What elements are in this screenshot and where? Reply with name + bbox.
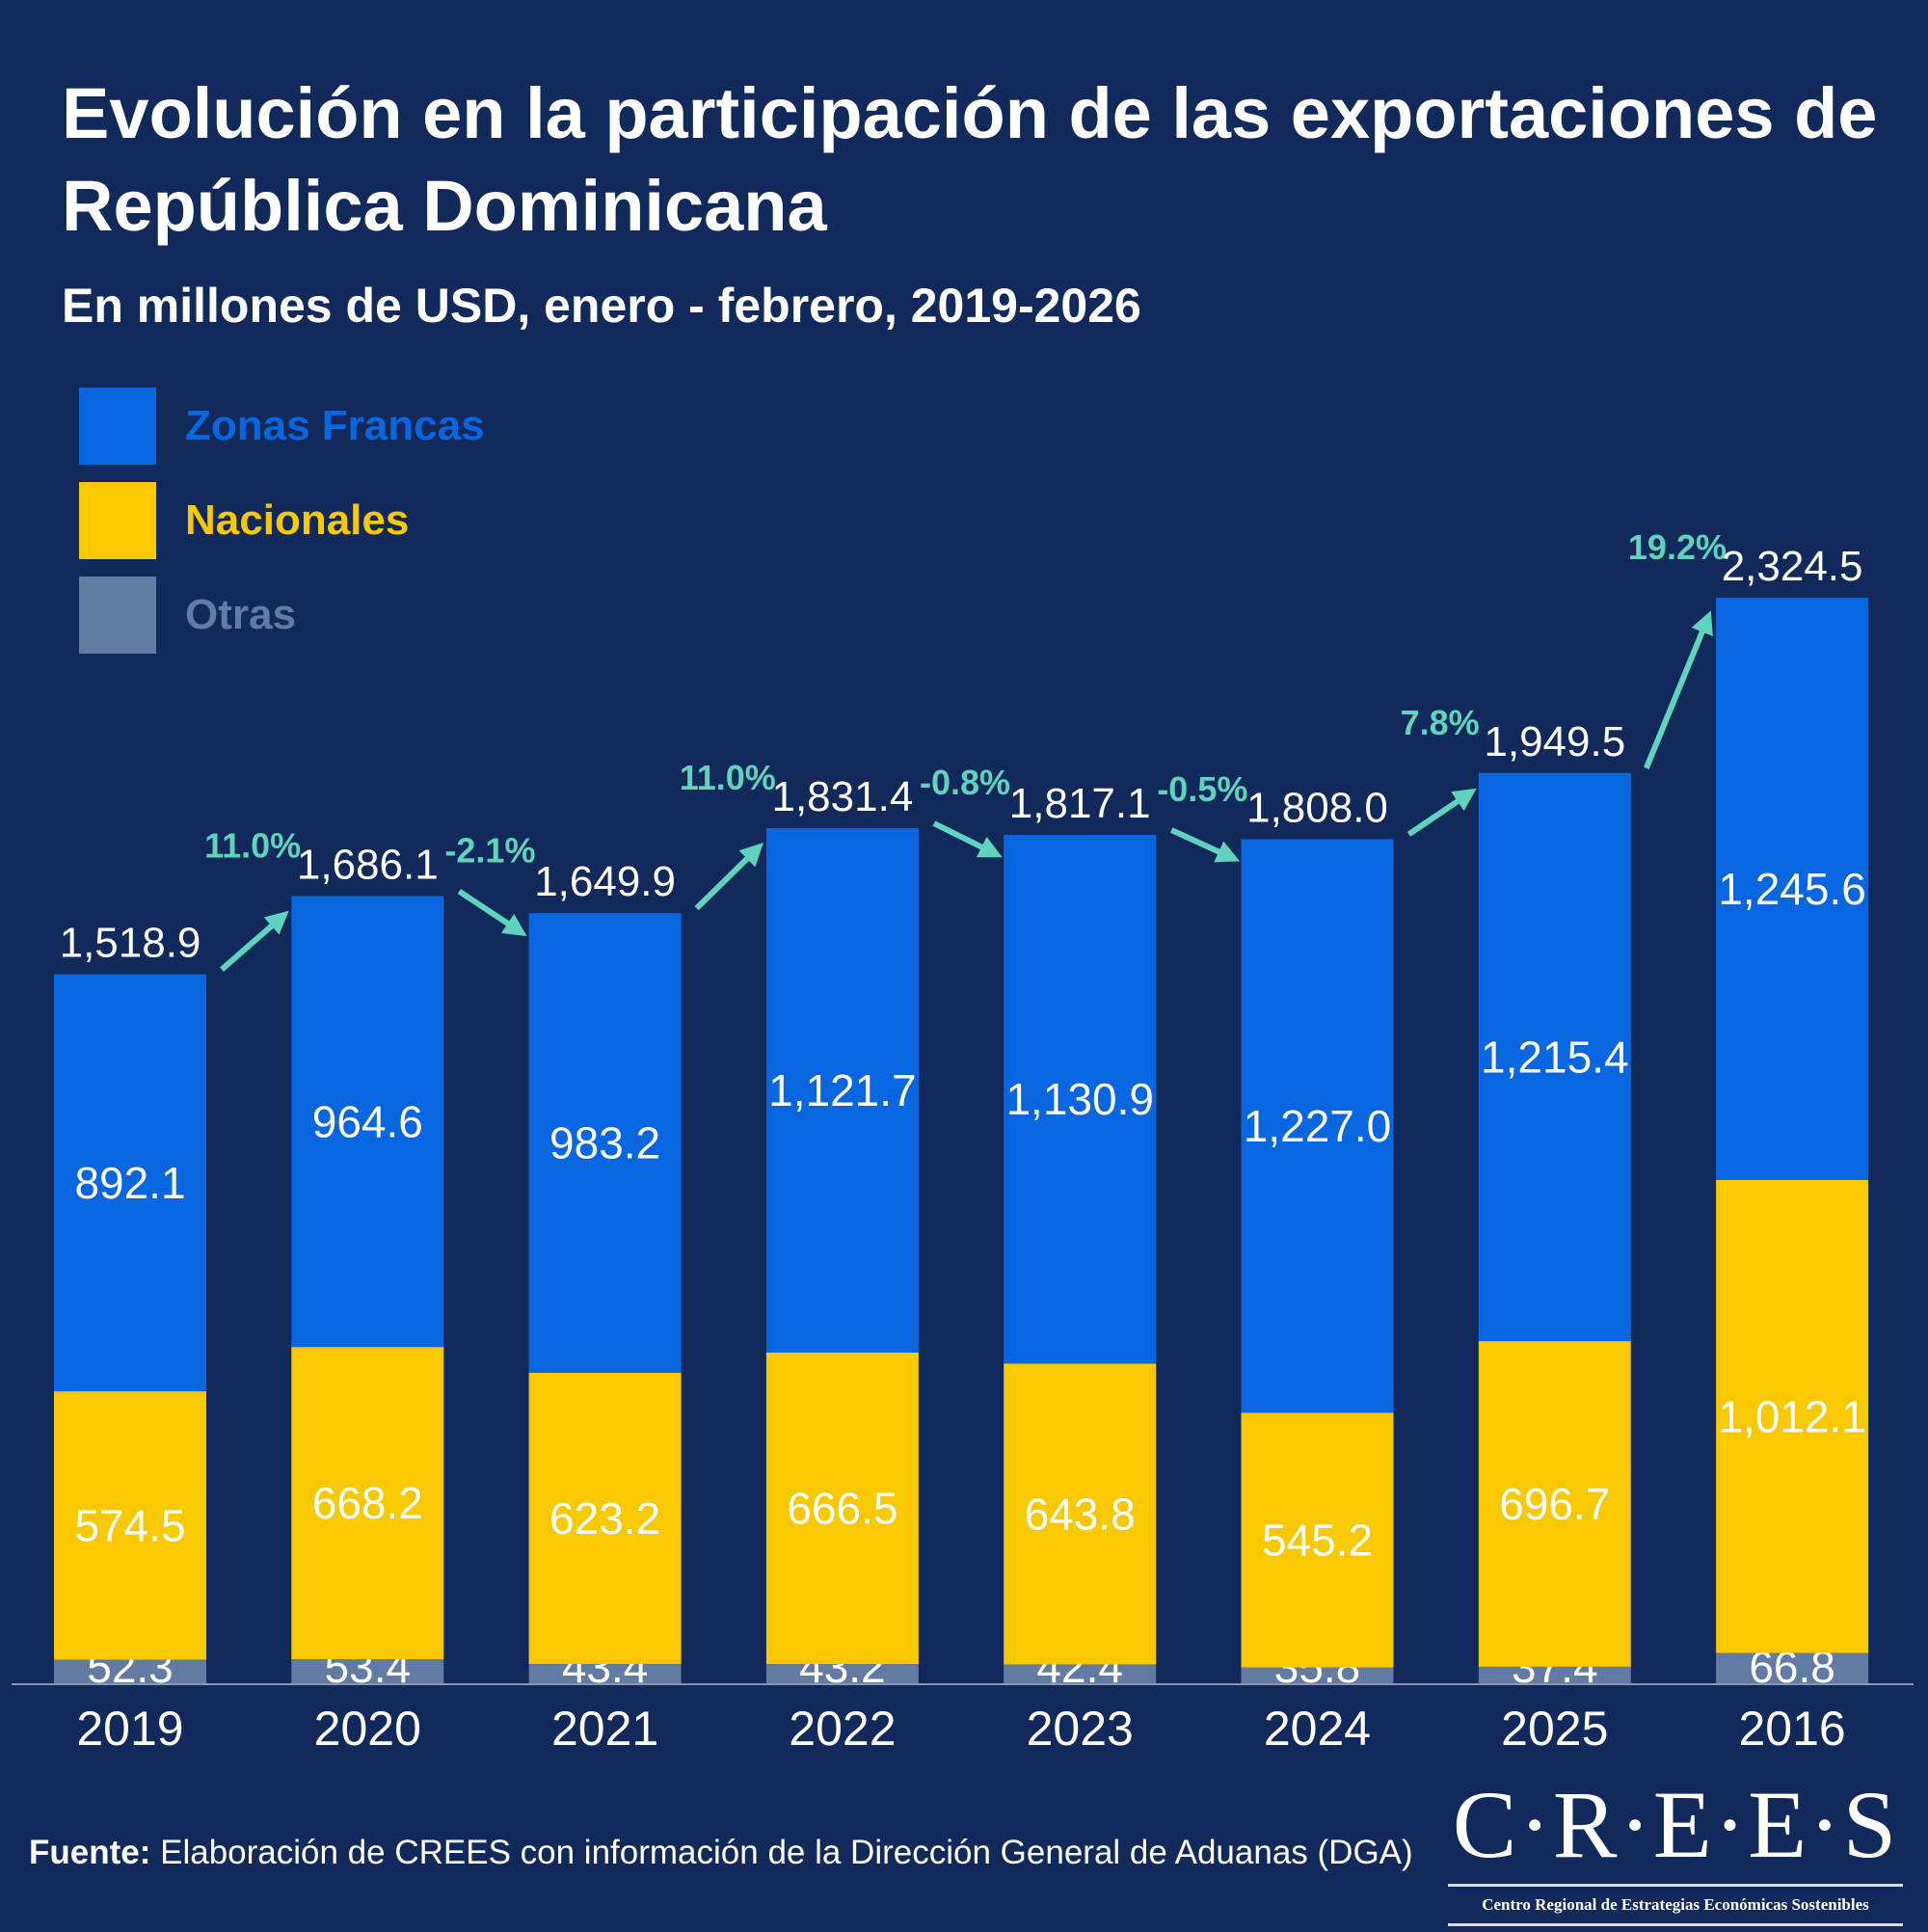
chart-subtitle: En millones de USD, enero - febrero, 201… xyxy=(62,279,1141,333)
growth-label: 11.0% xyxy=(680,758,776,797)
segment-value-label: 623.2 xyxy=(549,1493,660,1543)
legend-item-zonas-francas: Zonas Francas xyxy=(79,388,485,465)
segment-value-label: 643.8 xyxy=(1025,1489,1136,1539)
segment-value-label: 1,227.0 xyxy=(1244,1101,1391,1151)
source-label: Fuente: xyxy=(29,1834,151,1871)
growth-label: 7.8% xyxy=(1401,703,1480,742)
growth-label: 11.0% xyxy=(204,825,301,865)
legend-swatch xyxy=(79,388,156,465)
x-tick-label: 2019 xyxy=(76,1702,183,1756)
x-tick-label: 2016 xyxy=(1738,1702,1845,1756)
growth-label: 19.2% xyxy=(1628,527,1727,567)
x-tick-label: 2025 xyxy=(1501,1702,1608,1756)
legend-item-otras: Otras xyxy=(79,577,485,654)
segment-value-label: 892.1 xyxy=(74,1158,185,1208)
legend-label: Otras xyxy=(185,591,296,638)
logo-divider xyxy=(1448,1884,1903,1887)
legend-swatch xyxy=(79,577,156,654)
bar-zonas-francas xyxy=(1478,772,1631,1342)
growth-arrow xyxy=(694,843,764,911)
legend-swatch xyxy=(79,482,156,559)
bar-zonas-francas xyxy=(1004,835,1157,1364)
x-tick-label: 2020 xyxy=(314,1702,421,1756)
total-value-label: 1,831.4 xyxy=(771,773,913,820)
bar-otras xyxy=(1716,1652,1869,1684)
logo-mark: C·R·E·E·S xyxy=(1452,1771,1899,1878)
crees-logo: C·R·E·E·S Centro Regional de Estrategias… xyxy=(1448,1772,1903,1932)
logo-text: Centro Regional de Estrategias Económica… xyxy=(1482,1895,1869,1914)
bar-nacionales xyxy=(1716,1179,1869,1653)
bar-otras xyxy=(54,1659,206,1684)
legend: Zonas Francas Nacionales Otras xyxy=(79,388,485,671)
bar-otras xyxy=(1241,1667,1394,1684)
bar-nacionales xyxy=(1478,1341,1631,1667)
source-note: Fuente: Elaboración de CREES con informa… xyxy=(29,1834,1413,1872)
segment-value-label: 574.5 xyxy=(74,1500,185,1550)
total-value-label: 1,686.1 xyxy=(297,841,439,888)
growth-arrow xyxy=(1406,788,1477,837)
bar-otras xyxy=(1004,1664,1157,1684)
legend-label: Zonas Francas xyxy=(185,402,485,449)
bar-nacionales xyxy=(765,1352,919,1665)
segment-value-label: 545.2 xyxy=(1262,1515,1373,1565)
bar-otras xyxy=(765,1664,919,1684)
total-value-label: 1,649.9 xyxy=(534,858,676,905)
x-tick-label: 2023 xyxy=(1027,1702,1134,1756)
growth-label: -2.1% xyxy=(444,830,535,870)
segment-value-label: 696.7 xyxy=(1499,1479,1610,1529)
total-value-label: 1,518.9 xyxy=(60,920,201,967)
total-value-label: 2,324.5 xyxy=(1722,543,1863,590)
bar-zonas-francas xyxy=(54,974,206,1392)
segment-value-label: 1,121.7 xyxy=(768,1065,916,1115)
bar-nacionales xyxy=(1241,1412,1394,1668)
segment-value-label: 668.2 xyxy=(312,1478,423,1528)
chart-title: Evolución en la participación de las exp… xyxy=(62,73,1878,246)
growth-arrow xyxy=(457,888,527,937)
bar-otras xyxy=(1478,1666,1631,1684)
segment-value-label: 1,245.6 xyxy=(1718,864,1865,914)
growth-arrow xyxy=(1644,610,1713,769)
total-value-label: 1,949.5 xyxy=(1484,718,1625,765)
bar-nacionales xyxy=(528,1372,682,1664)
segment-value-label: 1,215.4 xyxy=(1481,1032,1628,1082)
segment-value-label: 666.5 xyxy=(787,1483,897,1533)
growth-arrow xyxy=(1169,827,1241,863)
bar-nacionales xyxy=(54,1391,206,1660)
growth-label: -0.8% xyxy=(920,763,1010,802)
bar-otras xyxy=(528,1663,682,1684)
bar-zonas-francas xyxy=(291,896,444,1348)
segment-value-label: 964.6 xyxy=(312,1096,423,1146)
segment-value-label: 1,130.9 xyxy=(1005,1074,1153,1124)
bar-nacionales xyxy=(1004,1363,1157,1665)
segment-value-label: 1,012.1 xyxy=(1718,1391,1865,1441)
segment-value-label: 983.2 xyxy=(549,1117,660,1167)
total-value-label: 1,808.0 xyxy=(1246,784,1388,831)
growth-label: -0.5% xyxy=(1157,769,1247,809)
x-tick-label: 2022 xyxy=(789,1702,896,1756)
x-tick-label: 2021 xyxy=(551,1702,658,1756)
bar-zonas-francas xyxy=(1716,598,1869,1180)
source-text: Elaboración de CREES con información de … xyxy=(150,1834,1413,1871)
x-tick-label: 2024 xyxy=(1264,1702,1371,1756)
legend-item-nacionales: Nacionales xyxy=(79,482,485,559)
bar-otras xyxy=(291,1659,444,1684)
logo-divider xyxy=(1448,1923,1903,1926)
growth-arrow xyxy=(220,910,289,972)
bar-zonas-francas xyxy=(1241,839,1394,1413)
bar-nacionales xyxy=(291,1347,444,1660)
bar-zonas-francas xyxy=(528,913,682,1373)
total-value-label: 1,817.1 xyxy=(1009,780,1151,827)
bar-zonas-francas xyxy=(765,828,919,1353)
growth-arrow xyxy=(932,820,1003,858)
legend-label: Nacionales xyxy=(185,496,410,544)
